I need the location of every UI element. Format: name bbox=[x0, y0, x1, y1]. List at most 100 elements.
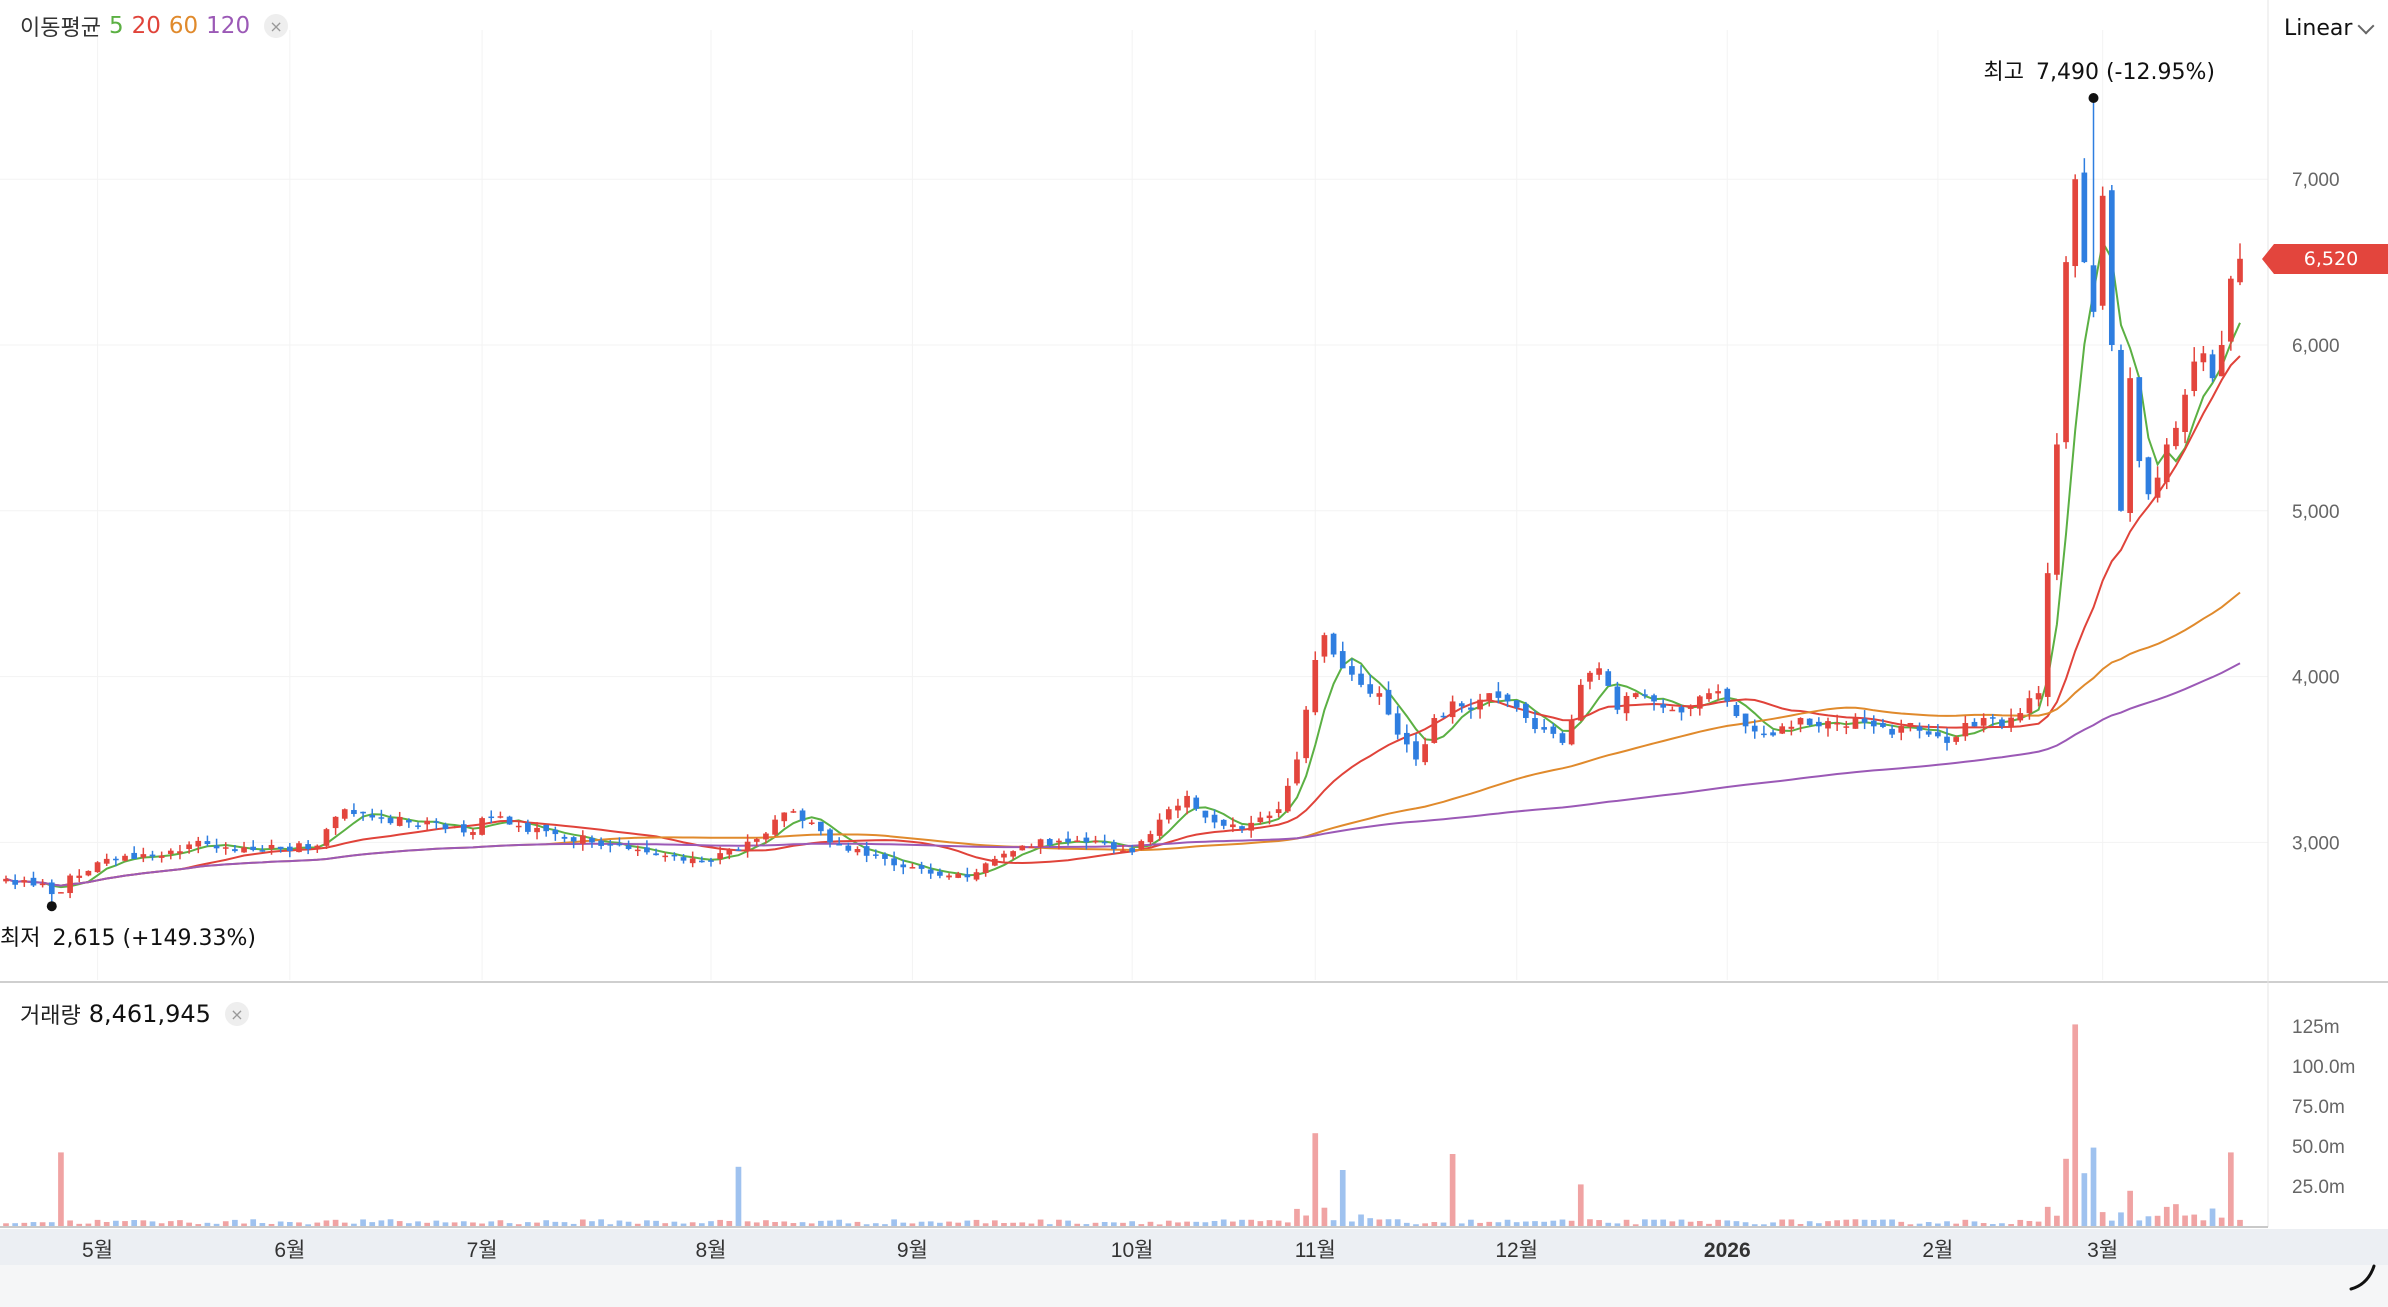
volume-bar bbox=[250, 1219, 257, 1226]
candle-body bbox=[900, 864, 907, 868]
volume-bar bbox=[277, 1221, 284, 1226]
candle-body bbox=[424, 820, 431, 825]
candle-body bbox=[232, 849, 238, 852]
candle-body bbox=[1642, 694, 1648, 696]
volume-bar bbox=[1266, 1220, 1273, 1226]
time-axis[interactable] bbox=[0, 1229, 2388, 1265]
volume-bar bbox=[167, 1221, 174, 1226]
volume-bar bbox=[424, 1222, 431, 1226]
volume-bar bbox=[1999, 1223, 2005, 1226]
volume-bar bbox=[3, 1223, 9, 1226]
candle-body bbox=[1559, 733, 1566, 743]
candle-body bbox=[58, 892, 64, 894]
candle-body bbox=[259, 850, 266, 852]
candle-body bbox=[1394, 713, 1401, 735]
candlesticks[interactable] bbox=[3, 97, 2243, 907]
candle-body bbox=[470, 832, 476, 835]
candle-body bbox=[167, 850, 174, 854]
volume-bar bbox=[763, 1220, 769, 1226]
low-marker bbox=[46, 901, 57, 912]
volume-bar bbox=[1074, 1223, 1081, 1226]
candle-body bbox=[1129, 848, 1135, 853]
candle-body bbox=[113, 858, 119, 861]
candle-body bbox=[1614, 686, 1621, 710]
volume-bar bbox=[360, 1219, 366, 1226]
volume-bar bbox=[2118, 1212, 2124, 1226]
candle-body bbox=[204, 841, 211, 845]
volume-bar bbox=[598, 1219, 604, 1226]
ma-20-label[interactable]: 20 bbox=[131, 13, 161, 39]
volume-bar bbox=[1468, 1219, 1474, 1226]
volume-bar bbox=[1028, 1223, 1035, 1226]
volume-tick-label: 125m bbox=[2292, 1017, 2340, 1038]
candle-body bbox=[2017, 713, 2024, 721]
volume-bar bbox=[1422, 1223, 1428, 1226]
close-icon[interactable]: × bbox=[264, 14, 289, 38]
candle-body bbox=[689, 858, 696, 864]
volume-bar bbox=[1211, 1220, 1218, 1226]
volume-bar bbox=[689, 1222, 696, 1226]
candle-body bbox=[982, 863, 989, 873]
volume-bar bbox=[1513, 1222, 1520, 1226]
candle-body bbox=[1440, 715, 1447, 718]
volume-bar bbox=[589, 1221, 595, 1226]
candle-body bbox=[1587, 672, 1593, 682]
volume-bar bbox=[2182, 1215, 2188, 1226]
candle-body bbox=[2118, 349, 2124, 511]
candle-body bbox=[854, 849, 861, 853]
volume-bar bbox=[836, 1219, 843, 1226]
ma-60-label[interactable]: 60 bbox=[168, 13, 199, 39]
volume-bar bbox=[1642, 1219, 1648, 1226]
high-value: 7,490 (-12.95%) bbox=[2035, 59, 2215, 85]
volume-bar bbox=[1339, 1170, 1346, 1226]
ma-120-label[interactable]: 120 bbox=[206, 13, 251, 39]
resize-handle-icon[interactable] bbox=[2348, 1262, 2378, 1292]
candle-body bbox=[1880, 723, 1886, 727]
volume-bar bbox=[845, 1223, 852, 1226]
time-tick-label: 9월 bbox=[897, 1239, 928, 1262]
volume-bar bbox=[2237, 1219, 2243, 1226]
volume-bar bbox=[1486, 1221, 1493, 1226]
low-label: 최저 bbox=[0, 926, 41, 952]
candle-body bbox=[634, 849, 641, 852]
volume-bar bbox=[1193, 1221, 1200, 1226]
volume-bar bbox=[1458, 1223, 1465, 1226]
volume-bar bbox=[1147, 1221, 1154, 1226]
ma-5-label[interactable]: 5 bbox=[108, 13, 124, 39]
volume-bar bbox=[1202, 1222, 1209, 1226]
volume-bar bbox=[351, 1223, 357, 1226]
volume-bar bbox=[460, 1221, 467, 1226]
volume-bar bbox=[1156, 1224, 1163, 1226]
candle-body bbox=[1669, 709, 1676, 712]
candle-body bbox=[351, 809, 357, 815]
volume-bars bbox=[3, 1024, 2243, 1226]
candle-body bbox=[1046, 839, 1053, 846]
volume-bar bbox=[927, 1221, 934, 1226]
candle-body bbox=[39, 883, 46, 886]
volume-bar bbox=[1660, 1219, 1667, 1226]
volume-bar bbox=[753, 1222, 760, 1226]
candle-body bbox=[680, 857, 687, 861]
volume-bar bbox=[1651, 1219, 1657, 1226]
candle-body bbox=[808, 822, 815, 824]
candle-body bbox=[1980, 718, 1987, 726]
candle-body bbox=[763, 833, 769, 840]
candle-body bbox=[1944, 736, 1950, 743]
candle-body bbox=[1001, 853, 1007, 858]
close-icon[interactable]: × bbox=[224, 1002, 249, 1026]
scale-dropdown[interactable]: Linear bbox=[2284, 16, 2375, 41]
candle-body bbox=[1477, 699, 1483, 710]
price-grid bbox=[0, 30, 2268, 980]
candle-body bbox=[305, 844, 311, 850]
candle-body bbox=[67, 875, 73, 894]
volume-bar bbox=[1596, 1220, 1602, 1226]
candle-body bbox=[2127, 378, 2133, 514]
volume-bar bbox=[1614, 1223, 1621, 1226]
volume-bar bbox=[1632, 1224, 1639, 1226]
candle-body bbox=[506, 816, 513, 825]
candle-body bbox=[1605, 671, 1612, 686]
volume-bar bbox=[2228, 1152, 2234, 1226]
volume-bar bbox=[2044, 1206, 2051, 1226]
candle-body bbox=[579, 835, 586, 844]
